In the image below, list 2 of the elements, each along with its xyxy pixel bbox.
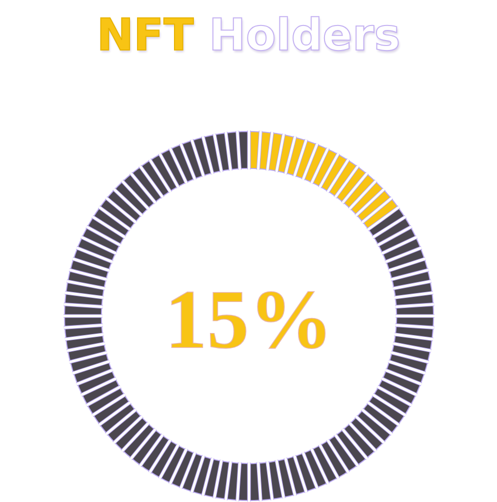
text: 15% (165, 274, 333, 367)
chart-title: NFT Holders (96, 10, 400, 61)
